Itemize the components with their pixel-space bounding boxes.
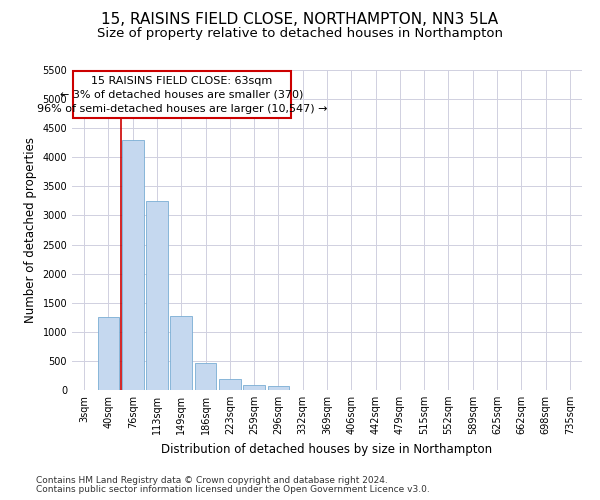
Text: Contains HM Land Registry data © Crown copyright and database right 2024.: Contains HM Land Registry data © Crown c… [36, 476, 388, 485]
Y-axis label: Number of detached properties: Number of detached properties [24, 137, 37, 323]
Bar [243, 385, 265, 390]
Bar [219, 378, 241, 390]
Bar [97, 318, 119, 390]
Text: ← 3% of detached houses are smaller (370): ← 3% of detached houses are smaller (370… [60, 90, 304, 100]
Text: Contains public sector information licensed under the Open Government Licence v3: Contains public sector information licen… [36, 485, 430, 494]
Text: 96% of semi-detached houses are larger (10,547) →: 96% of semi-detached houses are larger (… [37, 104, 327, 114]
Bar [122, 140, 143, 390]
Bar [268, 386, 289, 390]
Bar [170, 316, 192, 390]
Text: Size of property relative to detached houses in Northampton: Size of property relative to detached ho… [97, 28, 503, 40]
Text: 15, RAISINS FIELD CLOSE, NORTHAMPTON, NN3 5LA: 15, RAISINS FIELD CLOSE, NORTHAMPTON, NN… [101, 12, 499, 28]
Bar [146, 201, 168, 390]
X-axis label: Distribution of detached houses by size in Northampton: Distribution of detached houses by size … [161, 442, 493, 456]
Bar [73, 71, 290, 118]
Bar [194, 363, 217, 390]
Text: 15 RAISINS FIELD CLOSE: 63sqm: 15 RAISINS FIELD CLOSE: 63sqm [91, 76, 272, 86]
